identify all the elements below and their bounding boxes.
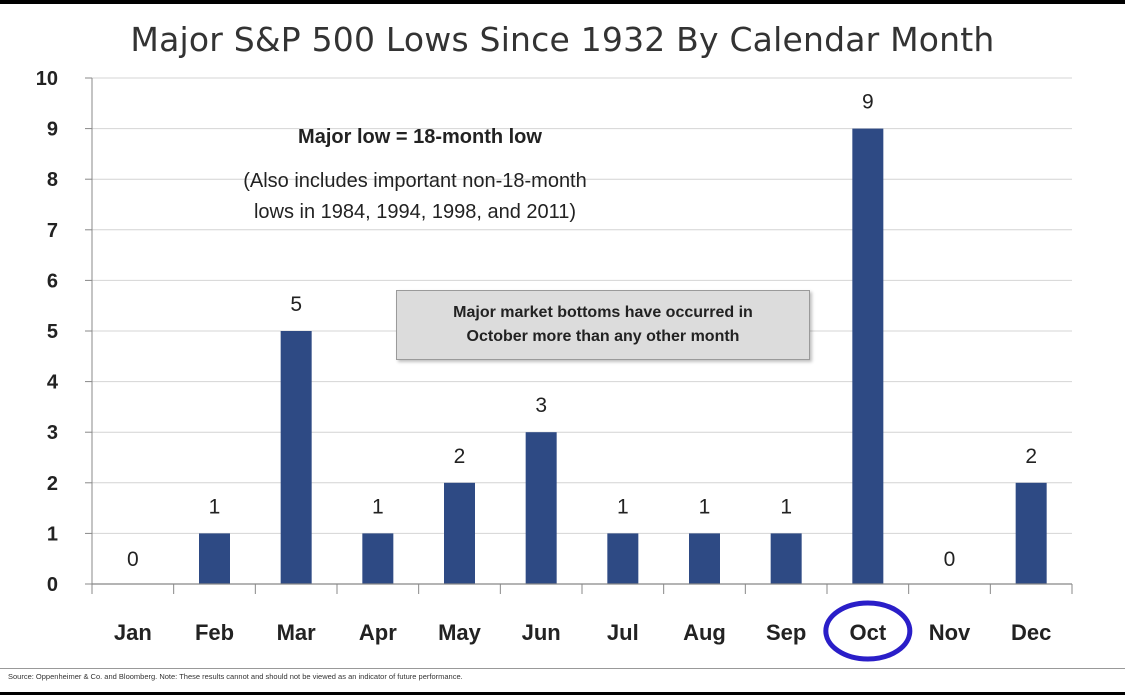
source-note: Source: Oppenheimer & Co. and Bloomberg.… — [8, 672, 463, 681]
data-label: 1 — [699, 495, 711, 518]
y-tick-label: 0 — [47, 574, 58, 596]
y-tick-label: 7 — [47, 220, 58, 242]
y-tick-label: 4 — [47, 372, 59, 394]
data-label: 1 — [372, 495, 384, 518]
data-label: 1 — [617, 495, 629, 518]
y-tick-label: 10 — [36, 68, 58, 90]
y-tick-label: 1 — [47, 523, 58, 545]
data-label: 9 — [862, 91, 874, 114]
data-label: 1 — [209, 495, 221, 518]
x-tick-label: Jul — [607, 620, 639, 645]
callout-line-1: Major market bottoms have occurred in — [453, 304, 753, 321]
x-tick-label: Mar — [277, 620, 317, 645]
bar-oct — [852, 128, 884, 584]
data-label: 0 — [127, 548, 139, 571]
bar-chart: 0123456789100Jan1Feb5Mar1Apr2May3Jun1Jul… — [36, 68, 1073, 662]
bar-mar — [280, 331, 312, 584]
data-label: 2 — [454, 445, 466, 468]
x-tick-label: Oct — [849, 620, 886, 645]
bar-jul — [607, 533, 639, 584]
x-tick-label: Apr — [359, 620, 397, 645]
callout-line-2: October more than any other month — [466, 328, 740, 345]
x-tick-label: Sep — [766, 620, 806, 645]
x-tick-label: Nov — [929, 620, 971, 645]
bar-apr — [362, 533, 394, 584]
data-label: 0 — [944, 548, 956, 571]
bar-dec — [1015, 482, 1047, 584]
chart-title: Major S&P 500 Lows Since 1932 By Calenda… — [130, 20, 995, 59]
x-tick-label: Feb — [195, 620, 234, 645]
y-tick-label: 3 — [47, 422, 58, 444]
y-tick-label: 6 — [47, 270, 58, 292]
x-tick-label: Dec — [1011, 620, 1051, 645]
y-tick-label: 8 — [47, 169, 58, 191]
y-tick-label: 9 — [47, 119, 58, 141]
bar-may — [444, 482, 475, 584]
y-tick-label: 5 — [47, 321, 58, 343]
bar-aug — [689, 533, 720, 584]
x-tick-label: Aug — [683, 620, 726, 645]
callout-box: Major market bottoms have occurred in Oc… — [396, 290, 810, 360]
x-tick-label: Jan — [114, 620, 152, 645]
x-tick-label: May — [438, 620, 482, 645]
source-divider — [0, 668, 1125, 669]
bar-sep — [770, 533, 802, 584]
data-label: 2 — [1025, 445, 1037, 468]
annotation-sub-line-1: (Also includes important non-18-month — [243, 170, 587, 192]
annotation-sub-line-2: lows in 1984, 1994, 1998, and 2011) — [253, 201, 577, 223]
annotation-main: Major low = 18-month low — [298, 126, 542, 148]
data-label: 3 — [535, 394, 547, 417]
bar-jun — [525, 432, 557, 584]
x-tick-label: Jun — [522, 620, 561, 645]
chart-frame: Major S&P 500 Lows Since 1932 By Calenda… — [0, 4, 1125, 692]
bar-feb — [199, 533, 230, 584]
data-label: 1 — [780, 495, 792, 518]
annotation-sub: (Also includes important non-18-month lo… — [150, 166, 680, 228]
data-label: 5 — [290, 293, 302, 316]
highlight-circle — [823, 600, 913, 662]
y-tick-label: 2 — [47, 473, 58, 495]
